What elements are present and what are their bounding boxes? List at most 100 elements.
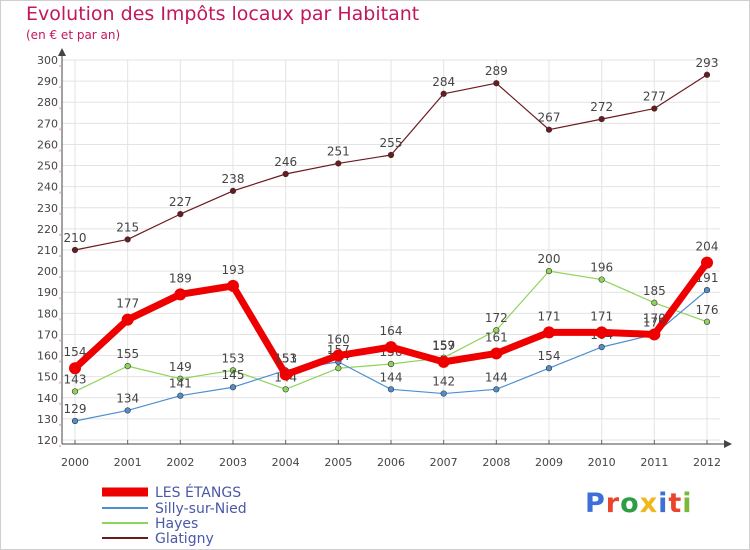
data-label-silly-sur-nied: 141 (169, 377, 192, 391)
data-label-glatigny: 251 (327, 144, 350, 158)
x-tick-label: 2012 (693, 456, 721, 469)
y-axis-arrow (58, 48, 66, 56)
data-point-hayes (493, 327, 500, 334)
data-label-les-tangs: 151 (274, 352, 297, 366)
data-label-silly-sur-nied: 154 (538, 349, 561, 363)
data-label-les-tangs: 160 (327, 333, 350, 347)
data-point-glatigny (335, 160, 342, 167)
data-label-hayes: 149 (169, 360, 192, 374)
data-label-glatigny: 246 (274, 155, 297, 169)
data-point-hayes (282, 386, 289, 393)
y-tick-label: 300 (37, 54, 58, 67)
data-point-hayes (387, 360, 395, 368)
data-point-les-tangs (595, 326, 608, 339)
data-point-silly-sur-nied (598, 344, 605, 351)
legend-label: Silly-sur-Nied (155, 501, 247, 517)
data-label-les-tangs: 170 (643, 311, 666, 325)
x-tick-label: 2007 (430, 456, 458, 469)
data-label-silly-sur-nied: 145 (222, 368, 245, 382)
data-point-hayes (124, 363, 131, 370)
data-label-glatigny: 238 (222, 172, 245, 186)
data-point-hayes (177, 375, 184, 382)
data-point-glatigny (703, 71, 711, 78)
data-point-silly-sur-nied (177, 392, 184, 399)
y-tick-label: 270 (37, 117, 58, 130)
legend-label: LES ÉTANGS (155, 484, 241, 501)
logo-letter: o (620, 488, 640, 519)
data-point-silly-sur-nied (493, 386, 500, 393)
x-tick-label: 2006 (377, 456, 405, 469)
data-label-silly-sur-nied: 129 (64, 402, 87, 416)
proxiti-logo: Proxiti (585, 488, 693, 519)
data-point-glatigny (651, 105, 658, 112)
y-tick-label: 210 (37, 244, 58, 257)
data-label-glatigny: 255 (380, 136, 403, 150)
y-tick-label: 230 (37, 202, 58, 215)
x-tick-label: 2002 (166, 456, 194, 469)
data-point-hayes (335, 365, 342, 372)
data-point-glatigny (229, 187, 237, 194)
y-tick-label: 260 (37, 138, 58, 151)
data-label-glatigny: 277 (643, 90, 666, 104)
y-tick-label: 180 (37, 307, 58, 320)
logo-letter: i (682, 488, 693, 519)
data-point-glatigny (177, 211, 184, 218)
x-tick-label: 2010 (588, 456, 616, 469)
data-point-les-tangs (648, 328, 661, 341)
y-tick-label: 200 (37, 265, 58, 278)
data-point-les-tangs (279, 368, 292, 381)
data-point-silly-sur-nied (71, 417, 79, 425)
logo-letter: r (605, 488, 621, 519)
x-tick-label: 2011 (640, 456, 668, 469)
data-point-silly-sur-nied (440, 390, 447, 397)
data-point-les-tangs (332, 349, 345, 362)
data-point-silly-sur-nied (229, 384, 237, 391)
data-point-glatigny (545, 126, 553, 133)
data-point-glatigny (387, 151, 395, 159)
data-point-hayes (545, 268, 553, 275)
data-label-glatigny: 210 (64, 231, 87, 245)
x-axis-arrow (724, 440, 732, 448)
x-tick-label: 2008 (482, 456, 510, 469)
y-tick-label: 190 (37, 286, 58, 299)
x-tick-label: 2001 (114, 456, 142, 469)
data-label-glatigny: 272 (590, 100, 613, 114)
data-point-glatigny (440, 90, 447, 97)
y-tick-label: 170 (37, 328, 58, 341)
data-point-hayes (71, 388, 79, 395)
data-label-les-tangs: 161 (485, 330, 508, 344)
chart-subtitle: (en € et par an) (26, 28, 121, 42)
data-label-hayes: 159 (432, 339, 455, 353)
logo-letter: x (639, 488, 659, 519)
data-point-glatigny (124, 236, 131, 243)
data-point-glatigny (282, 170, 289, 178)
x-tick-label: 2009 (535, 456, 563, 469)
data-point-hayes (651, 299, 658, 306)
data-label-les-tangs: 171 (590, 309, 613, 323)
data-label-les-tangs: 204 (696, 240, 719, 254)
x-tick-label: 2003 (219, 456, 247, 469)
y-tick-label: 130 (37, 413, 58, 426)
data-point-hayes (229, 367, 237, 374)
data-label-hayes: 176 (696, 303, 719, 317)
data-point-glatigny (598, 116, 605, 123)
data-label-silly-sur-nied: 142 (432, 375, 455, 389)
logo-letter: i (658, 488, 669, 519)
data-label-glatigny: 289 (485, 64, 508, 78)
data-label-silly-sur-nied: 144 (380, 370, 403, 384)
y-tick-label: 290 (37, 75, 58, 88)
logo-letter: t (668, 488, 683, 519)
data-point-les-tangs (385, 341, 397, 354)
data-point-hayes (703, 318, 711, 325)
data-point-silly-sur-nied (545, 365, 553, 372)
data-label-glatigny: 227 (169, 195, 192, 209)
y-tick-label: 150 (37, 371, 58, 384)
data-label-les-tangs: 177 (116, 297, 139, 311)
legend-label: Hayes (155, 516, 198, 532)
data-point-les-tangs (543, 326, 555, 339)
data-label-les-tangs: 164 (380, 324, 403, 338)
data-label-silly-sur-nied: 144 (485, 370, 508, 384)
data-point-les-tangs (437, 355, 450, 368)
x-tick-label: 2004 (272, 456, 300, 469)
